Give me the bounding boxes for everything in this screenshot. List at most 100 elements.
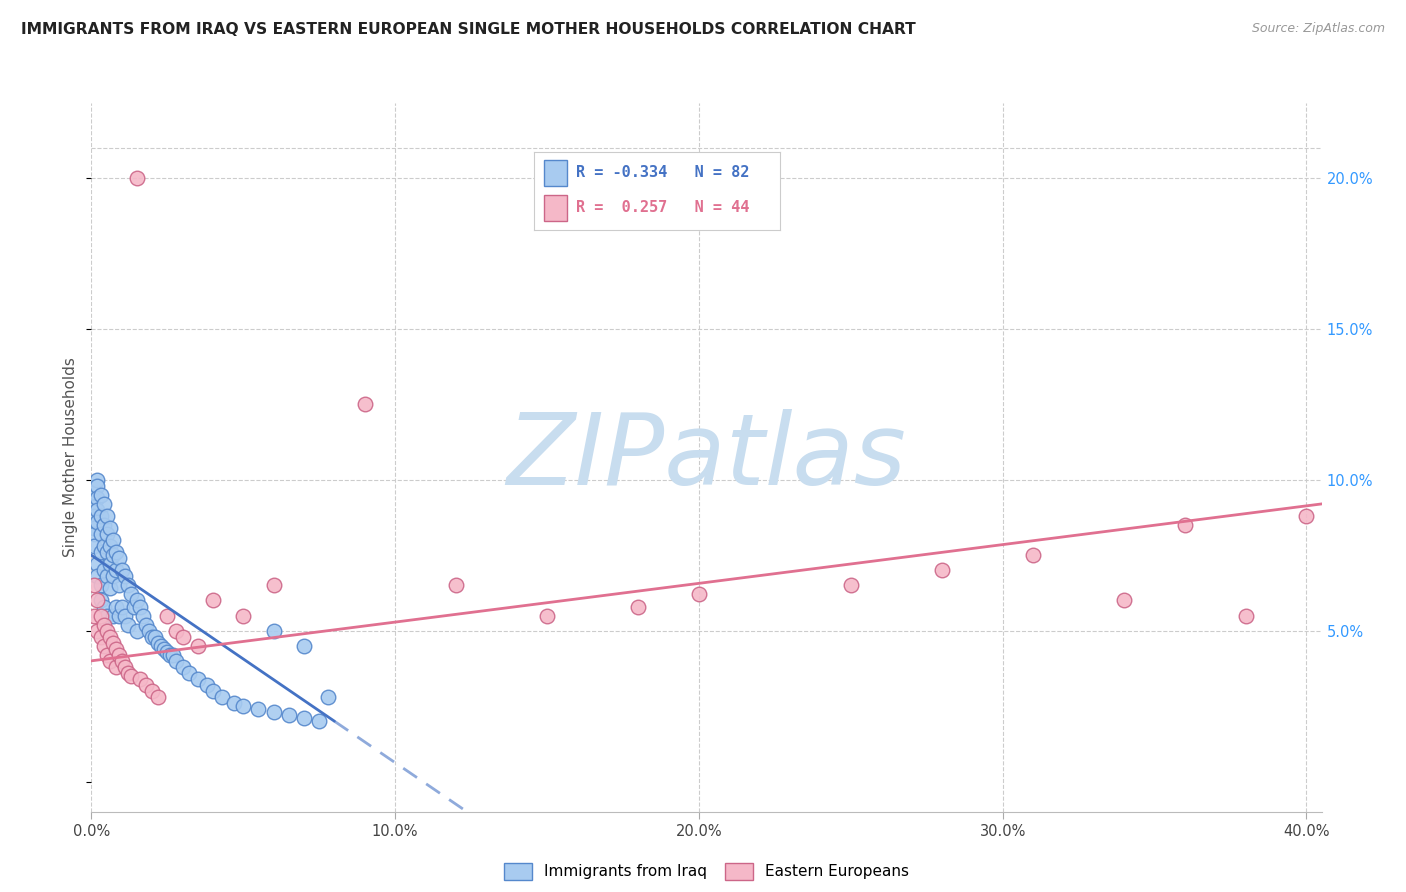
Point — [89, 488, 111, 502]
Point — [96, 527, 118, 541]
Point — [86, 569, 108, 583]
Point — [104, 599, 127, 614]
Point — [141, 684, 163, 698]
Point — [536, 608, 558, 623]
Point — [627, 599, 650, 614]
Point — [159, 648, 181, 662]
Point — [353, 397, 375, 411]
Point — [156, 645, 179, 659]
Point — [114, 608, 136, 623]
Point — [120, 669, 142, 683]
Point — [263, 705, 285, 719]
Point — [162, 648, 184, 662]
Point — [1295, 508, 1317, 523]
Point — [187, 639, 209, 653]
Text: R =  0.257   N = 44: R = 0.257 N = 44 — [576, 200, 749, 215]
Point — [89, 630, 111, 644]
Point — [1022, 548, 1045, 562]
Point — [125, 593, 148, 607]
Point — [211, 690, 233, 704]
Point — [89, 608, 111, 623]
Point — [263, 624, 285, 638]
Point — [688, 587, 710, 601]
Point — [1174, 518, 1197, 533]
Point — [104, 660, 127, 674]
Point — [101, 608, 124, 623]
Point — [86, 624, 108, 638]
Point — [117, 578, 139, 592]
Point — [1234, 608, 1257, 623]
Point — [93, 518, 115, 533]
Point — [156, 608, 179, 623]
Point — [187, 672, 209, 686]
Point — [98, 630, 121, 644]
Point — [277, 708, 299, 723]
Point — [148, 690, 170, 704]
Point — [89, 545, 111, 559]
Bar — [544, 160, 568, 186]
Point — [135, 678, 157, 692]
Point — [104, 563, 127, 577]
Legend: Immigrants from Iraq, Eastern Europeans: Immigrants from Iraq, Eastern Europeans — [498, 856, 915, 886]
Point — [98, 654, 121, 668]
Point — [101, 548, 124, 562]
Point — [165, 624, 187, 638]
Point — [111, 599, 134, 614]
Point — [172, 660, 194, 674]
Point — [98, 558, 121, 572]
Point — [125, 624, 148, 638]
Point — [96, 569, 118, 583]
Point — [107, 608, 129, 623]
Point — [143, 630, 166, 644]
Point — [201, 593, 224, 607]
Point — [96, 545, 118, 559]
Point — [101, 533, 124, 548]
Point — [111, 563, 134, 577]
Point — [107, 551, 129, 566]
Point — [931, 563, 953, 577]
Point — [86, 473, 108, 487]
Text: R = -0.334   N = 82: R = -0.334 N = 82 — [576, 165, 749, 180]
Point — [129, 599, 152, 614]
Text: IMMIGRANTS FROM IRAQ VS EASTERN EUROPEAN SINGLE MOTHER HOUSEHOLDS CORRELATION CH: IMMIGRANTS FROM IRAQ VS EASTERN EUROPEAN… — [21, 22, 915, 37]
Point — [120, 587, 142, 601]
Point — [86, 515, 108, 529]
Point — [444, 578, 467, 592]
Point — [86, 491, 108, 505]
Text: Source: ZipAtlas.com: Source: ZipAtlas.com — [1251, 22, 1385, 36]
Point — [232, 699, 254, 714]
Point — [114, 660, 136, 674]
Point — [93, 639, 115, 653]
Point — [83, 500, 105, 514]
Point — [101, 569, 124, 583]
Point — [104, 641, 127, 656]
Point — [83, 608, 105, 623]
Point — [308, 714, 330, 729]
Point — [1114, 593, 1136, 607]
Y-axis label: Single Mother Households: Single Mother Households — [63, 357, 79, 558]
Point — [132, 608, 155, 623]
Point — [107, 648, 129, 662]
Point — [232, 608, 254, 623]
Point — [224, 696, 246, 710]
Point — [93, 599, 115, 614]
Point — [318, 690, 340, 704]
Point — [86, 479, 108, 493]
Point — [101, 636, 124, 650]
Point — [114, 569, 136, 583]
Point — [86, 593, 108, 607]
Point — [135, 617, 157, 632]
Point — [117, 617, 139, 632]
Point — [93, 563, 115, 577]
Point — [98, 582, 121, 596]
Point — [89, 508, 111, 523]
Point — [150, 639, 173, 653]
Point — [86, 503, 108, 517]
Point — [148, 636, 170, 650]
Point — [93, 497, 115, 511]
Point — [107, 578, 129, 592]
Point — [96, 608, 118, 623]
Point — [177, 665, 200, 680]
Point — [125, 171, 148, 186]
Point — [117, 665, 139, 680]
